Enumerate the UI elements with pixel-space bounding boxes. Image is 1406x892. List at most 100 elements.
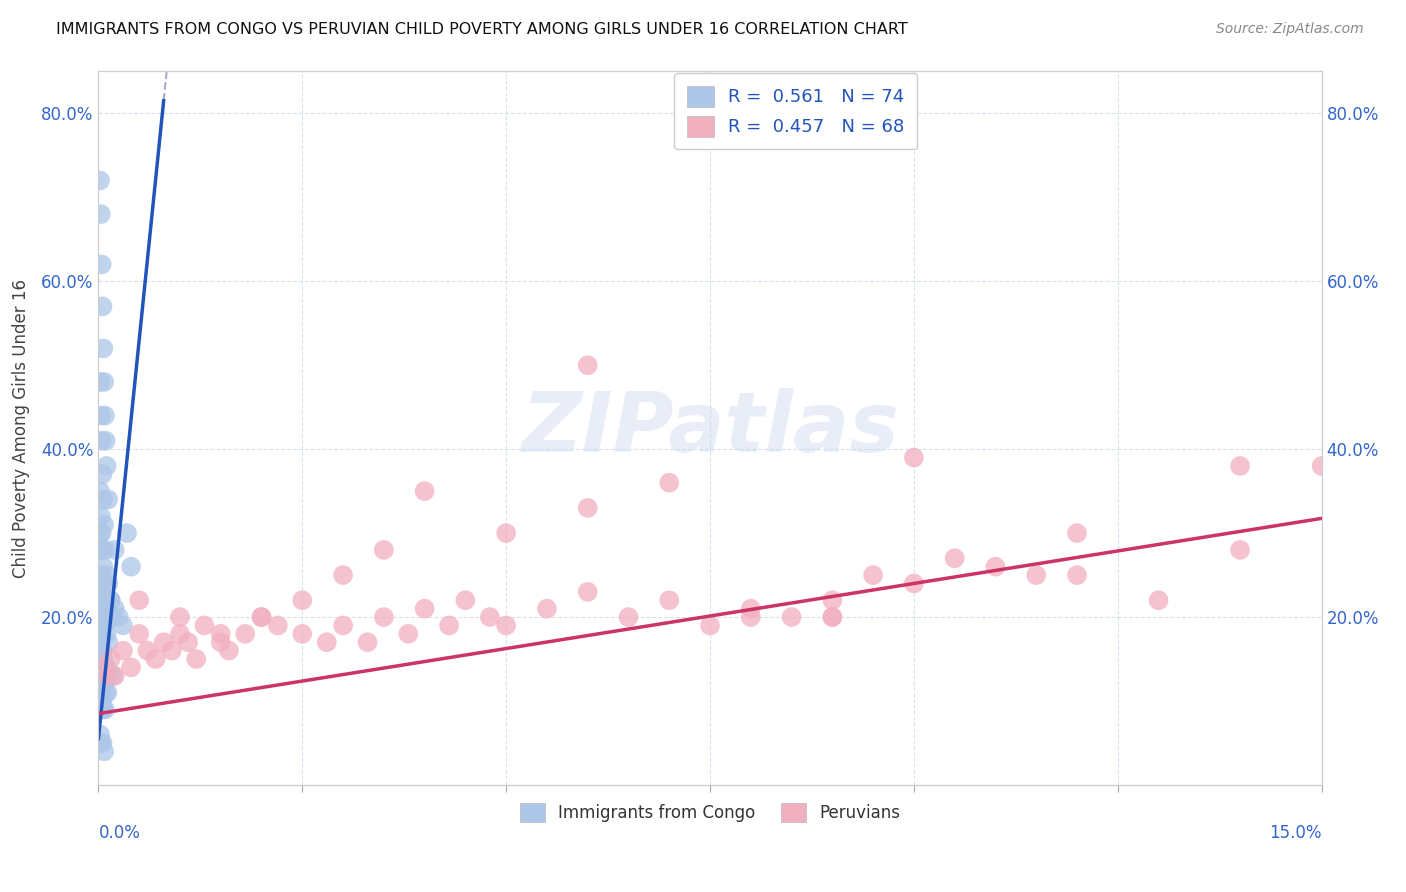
Point	[89, 526, 111, 541]
Point	[862, 568, 884, 582]
Point	[115, 526, 138, 541]
Point	[89, 484, 111, 499]
Legend: Immigrants from Congo, Peruvians: Immigrants from Congo, Peruvians	[512, 794, 908, 830]
Point	[984, 559, 1007, 574]
Point	[91, 467, 114, 482]
Point	[1310, 458, 1333, 473]
Point	[1147, 593, 1170, 607]
Point	[821, 610, 844, 624]
Point	[356, 635, 378, 649]
Point	[91, 702, 114, 716]
Point	[90, 542, 112, 557]
Point	[821, 610, 844, 624]
Point	[100, 610, 122, 624]
Point	[332, 618, 354, 632]
Point	[903, 576, 925, 591]
Point	[536, 601, 558, 615]
Point	[91, 492, 114, 507]
Point	[104, 542, 127, 557]
Point	[128, 627, 150, 641]
Point	[93, 677, 115, 691]
Point	[576, 585, 599, 599]
Point	[90, 593, 112, 607]
Point	[576, 358, 599, 372]
Point	[91, 643, 114, 657]
Point	[96, 685, 118, 699]
Point	[101, 669, 124, 683]
Point	[413, 484, 436, 499]
Point	[90, 677, 112, 691]
Point	[89, 728, 111, 742]
Text: IMMIGRANTS FROM CONGO VS PERUVIAN CHILD POVERTY AMONG GIRLS UNDER 16 CORRELATION: IMMIGRANTS FROM CONGO VS PERUVIAN CHILD …	[56, 22, 908, 37]
Point	[98, 669, 121, 683]
Point	[160, 643, 183, 657]
Point	[96, 627, 118, 641]
Point	[90, 509, 112, 524]
Point	[291, 593, 314, 607]
Point	[108, 610, 131, 624]
Point	[821, 593, 844, 607]
Point	[1025, 568, 1047, 582]
Point	[91, 660, 114, 674]
Point	[617, 610, 640, 624]
Point	[152, 635, 174, 649]
Point	[250, 610, 273, 624]
Point	[97, 576, 120, 591]
Point	[90, 257, 112, 271]
Point	[97, 635, 120, 649]
Point	[90, 635, 112, 649]
Point	[100, 593, 122, 607]
Point	[91, 610, 114, 624]
Point	[396, 627, 419, 641]
Point	[90, 694, 112, 708]
Point	[94, 618, 117, 632]
Point	[100, 652, 122, 666]
Point	[91, 736, 114, 750]
Point	[89, 173, 111, 187]
Point	[740, 610, 762, 624]
Point	[699, 618, 721, 632]
Point	[209, 627, 232, 641]
Point	[315, 635, 337, 649]
Point	[104, 669, 127, 683]
Text: 0.0%: 0.0%	[98, 824, 141, 842]
Point	[169, 610, 191, 624]
Point	[96, 458, 118, 473]
Point	[94, 434, 117, 448]
Point	[90, 669, 112, 683]
Point	[91, 652, 114, 666]
Point	[145, 652, 167, 666]
Y-axis label: Child Poverty Among Girls Under 16: Child Poverty Among Girls Under 16	[11, 278, 30, 578]
Point	[373, 542, 395, 557]
Point	[1066, 526, 1088, 541]
Point	[90, 434, 112, 448]
Point	[209, 635, 232, 649]
Point	[89, 660, 111, 674]
Point	[89, 568, 111, 582]
Point	[94, 702, 117, 716]
Point	[93, 744, 115, 758]
Point	[186, 652, 208, 666]
Point	[250, 610, 273, 624]
Point	[128, 593, 150, 607]
Point	[93, 660, 115, 674]
Point	[94, 685, 117, 699]
Point	[478, 610, 501, 624]
Point	[90, 736, 112, 750]
Point	[91, 702, 114, 716]
Point	[100, 593, 122, 607]
Point	[91, 559, 114, 574]
Point	[104, 601, 127, 615]
Point	[291, 627, 314, 641]
Point	[96, 660, 118, 674]
Point	[94, 542, 117, 557]
Point	[413, 601, 436, 615]
Text: Source: ZipAtlas.com: Source: ZipAtlas.com	[1216, 22, 1364, 37]
Point	[136, 643, 159, 657]
Point	[90, 207, 112, 221]
Point	[94, 660, 117, 674]
Point	[943, 551, 966, 566]
Point	[1229, 542, 1251, 557]
Point	[267, 618, 290, 632]
Point	[91, 542, 114, 557]
